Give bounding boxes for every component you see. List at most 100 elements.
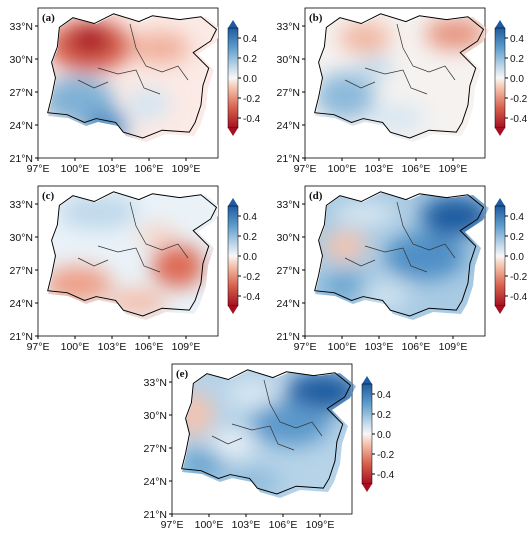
y-axis-ticks: 33°N 30°N 27°N 24°N 21°N <box>10 199 38 343</box>
colorbar-tick: 0.0 <box>243 252 257 263</box>
region-outline <box>47 13 218 139</box>
colorbar-tick: -0.2 <box>510 272 528 283</box>
colorbar-tick: 0.0 <box>243 74 257 85</box>
y-tick: 30°N <box>277 232 300 244</box>
x-axis-ticks: 97°E 100°E 103°E 106°E 109°E <box>294 336 468 353</box>
x-axis-ticks: 97°E 100°E 103°E 106°E 109°E <box>27 158 201 175</box>
x-tick: 97°E <box>161 519 184 531</box>
x-tick: 106°E <box>135 163 164 175</box>
y-tick: 27°N <box>10 265 33 277</box>
y-tick: 33°N <box>10 21 33 33</box>
colorbar-tick: 0.0 <box>510 252 524 263</box>
region-outline <box>181 369 352 495</box>
colorbar-tick: -0.4 <box>510 292 528 303</box>
panel-label: (b) <box>309 12 323 24</box>
colorbar-tick: -0.2 <box>243 272 261 283</box>
panel-label: (e) <box>176 368 189 380</box>
colorbar-tick: -0.2 <box>510 94 528 105</box>
x-tick: 103°E <box>98 341 127 353</box>
x-tick: 97°E <box>294 341 317 353</box>
y-tick: 24°N <box>277 298 300 310</box>
x-tick: 97°E <box>27 341 50 353</box>
y-tick: 30°N <box>10 232 33 244</box>
x-tick: 109°E <box>172 341 201 353</box>
colorbar-tick: -0.4 <box>510 114 528 125</box>
panel-label: (a) <box>42 12 55 24</box>
y-tick: 21°N <box>10 331 33 343</box>
map-panel-c: (c) 33°N 30°N 27°N 24°N 21°N 97°E 100°E … <box>10 185 261 353</box>
colorbar-tick: 0.0 <box>377 430 391 441</box>
colorbar: 0.4 0.2 0.0 -0.2 -0.4 <box>494 20 528 136</box>
colorbar-tick: -0.2 <box>377 450 395 461</box>
y-tick: 27°N <box>144 443 167 455</box>
x-tick: 106°E <box>135 341 164 353</box>
map-panel-b: (b) 33°N 30°N 27°N 24°N 21°N 97°E 100°E … <box>277 7 528 175</box>
panel-e: (e) 33°N 30°N 27°N 24°N 21°N 97°E 100°E … <box>132 356 398 534</box>
y-tick: 27°N <box>10 87 33 99</box>
y-tick: 33°N <box>277 21 300 33</box>
x-tick: 100°E <box>61 341 90 353</box>
y-tick: 33°N <box>277 199 300 211</box>
colorbar-tick: 0.4 <box>510 212 524 223</box>
region-outline <box>314 13 485 139</box>
x-tick: 109°E <box>439 341 468 353</box>
colorbar-tick: 0.2 <box>243 232 257 243</box>
y-axis-ticks: 33°N 30°N 27°N 24°N 21°N <box>277 199 305 343</box>
y-tick: 27°N <box>277 87 300 99</box>
x-tick: 103°E <box>365 341 394 353</box>
y-tick: 21°N <box>10 153 33 165</box>
region-outline <box>47 191 218 317</box>
x-tick: 106°E <box>402 341 431 353</box>
y-tick: 33°N <box>144 377 167 389</box>
colorbar: 0.4 0.2 0.0 -0.2 -0.4 <box>494 198 528 314</box>
region-outline <box>314 191 485 317</box>
x-tick: 100°E <box>195 519 224 531</box>
panel-b: (b) 33°N 30°N 27°N 24°N 21°N 97°E 100°E … <box>265 0 531 178</box>
province-borders <box>77 23 189 95</box>
colorbar-tick: -0.4 <box>377 470 395 481</box>
colorbar-tick: 0.4 <box>243 34 257 45</box>
y-tick: 24°N <box>10 298 33 310</box>
y-axis-ticks: 33°N 30°N 27°N 24°N 21°N <box>10 21 38 165</box>
y-tick: 21°N <box>144 509 167 521</box>
x-tick: 103°E <box>98 163 127 175</box>
panel-a: (a) 33°N 30°N 27°N 24°N 21°N 97°E 100°E … <box>0 0 265 178</box>
x-tick: 100°E <box>61 163 90 175</box>
colorbar-tick: 0.2 <box>243 54 257 65</box>
x-tick: 109°E <box>439 163 468 175</box>
x-axis-ticks: 97°E 100°E 103°E 106°E 109°E <box>27 336 201 353</box>
y-tick: 21°N <box>277 153 300 165</box>
colorbar-tick: -0.4 <box>243 292 261 303</box>
province-borders <box>77 201 189 273</box>
colorbar: 0.4 0.2 0.0 -0.2 -0.4 <box>227 20 261 136</box>
y-tick: 24°N <box>10 120 33 132</box>
y-tick: 24°N <box>277 120 300 132</box>
x-axis-ticks: 97°E 100°E 103°E 106°E 109°E <box>161 514 335 531</box>
y-axis-ticks: 33°N 30°N 27°N 24°N 21°N <box>277 21 305 165</box>
y-tick: 30°N <box>144 410 167 422</box>
y-tick: 27°N <box>277 265 300 277</box>
y-tick: 30°N <box>10 54 33 66</box>
y-tick: 24°N <box>144 476 167 488</box>
x-tick: 109°E <box>306 519 335 531</box>
x-tick: 100°E <box>328 341 357 353</box>
x-tick: 109°E <box>172 163 201 175</box>
colorbar-tick: 0.4 <box>243 212 257 223</box>
x-tick: 106°E <box>269 519 298 531</box>
map-panel-e: (e) 33°N 30°N 27°N 24°N 21°N 97°E 100°E … <box>144 363 395 531</box>
y-tick: 21°N <box>277 331 300 343</box>
x-tick: 97°E <box>294 163 317 175</box>
colorbar-tick: -0.2 <box>243 94 261 105</box>
province-borders <box>344 23 456 95</box>
panel-label: (d) <box>309 190 323 202</box>
x-tick: 103°E <box>232 519 261 531</box>
colorbar: 0.4 0.2 0.0 -0.2 -0.4 <box>361 376 395 492</box>
colorbar-tick: 0.0 <box>510 74 524 85</box>
colorbar-tick: 0.2 <box>510 232 524 243</box>
colorbar-tick: 0.2 <box>377 410 391 421</box>
map-panel-d: (d) 33°N 30°N 27°N 24°N 21°N 97°E 100°E … <box>277 185 528 353</box>
colorbar-tick: 0.4 <box>510 34 524 45</box>
province-borders <box>344 201 456 273</box>
province-borders <box>211 379 323 451</box>
y-tick: 33°N <box>10 199 33 211</box>
